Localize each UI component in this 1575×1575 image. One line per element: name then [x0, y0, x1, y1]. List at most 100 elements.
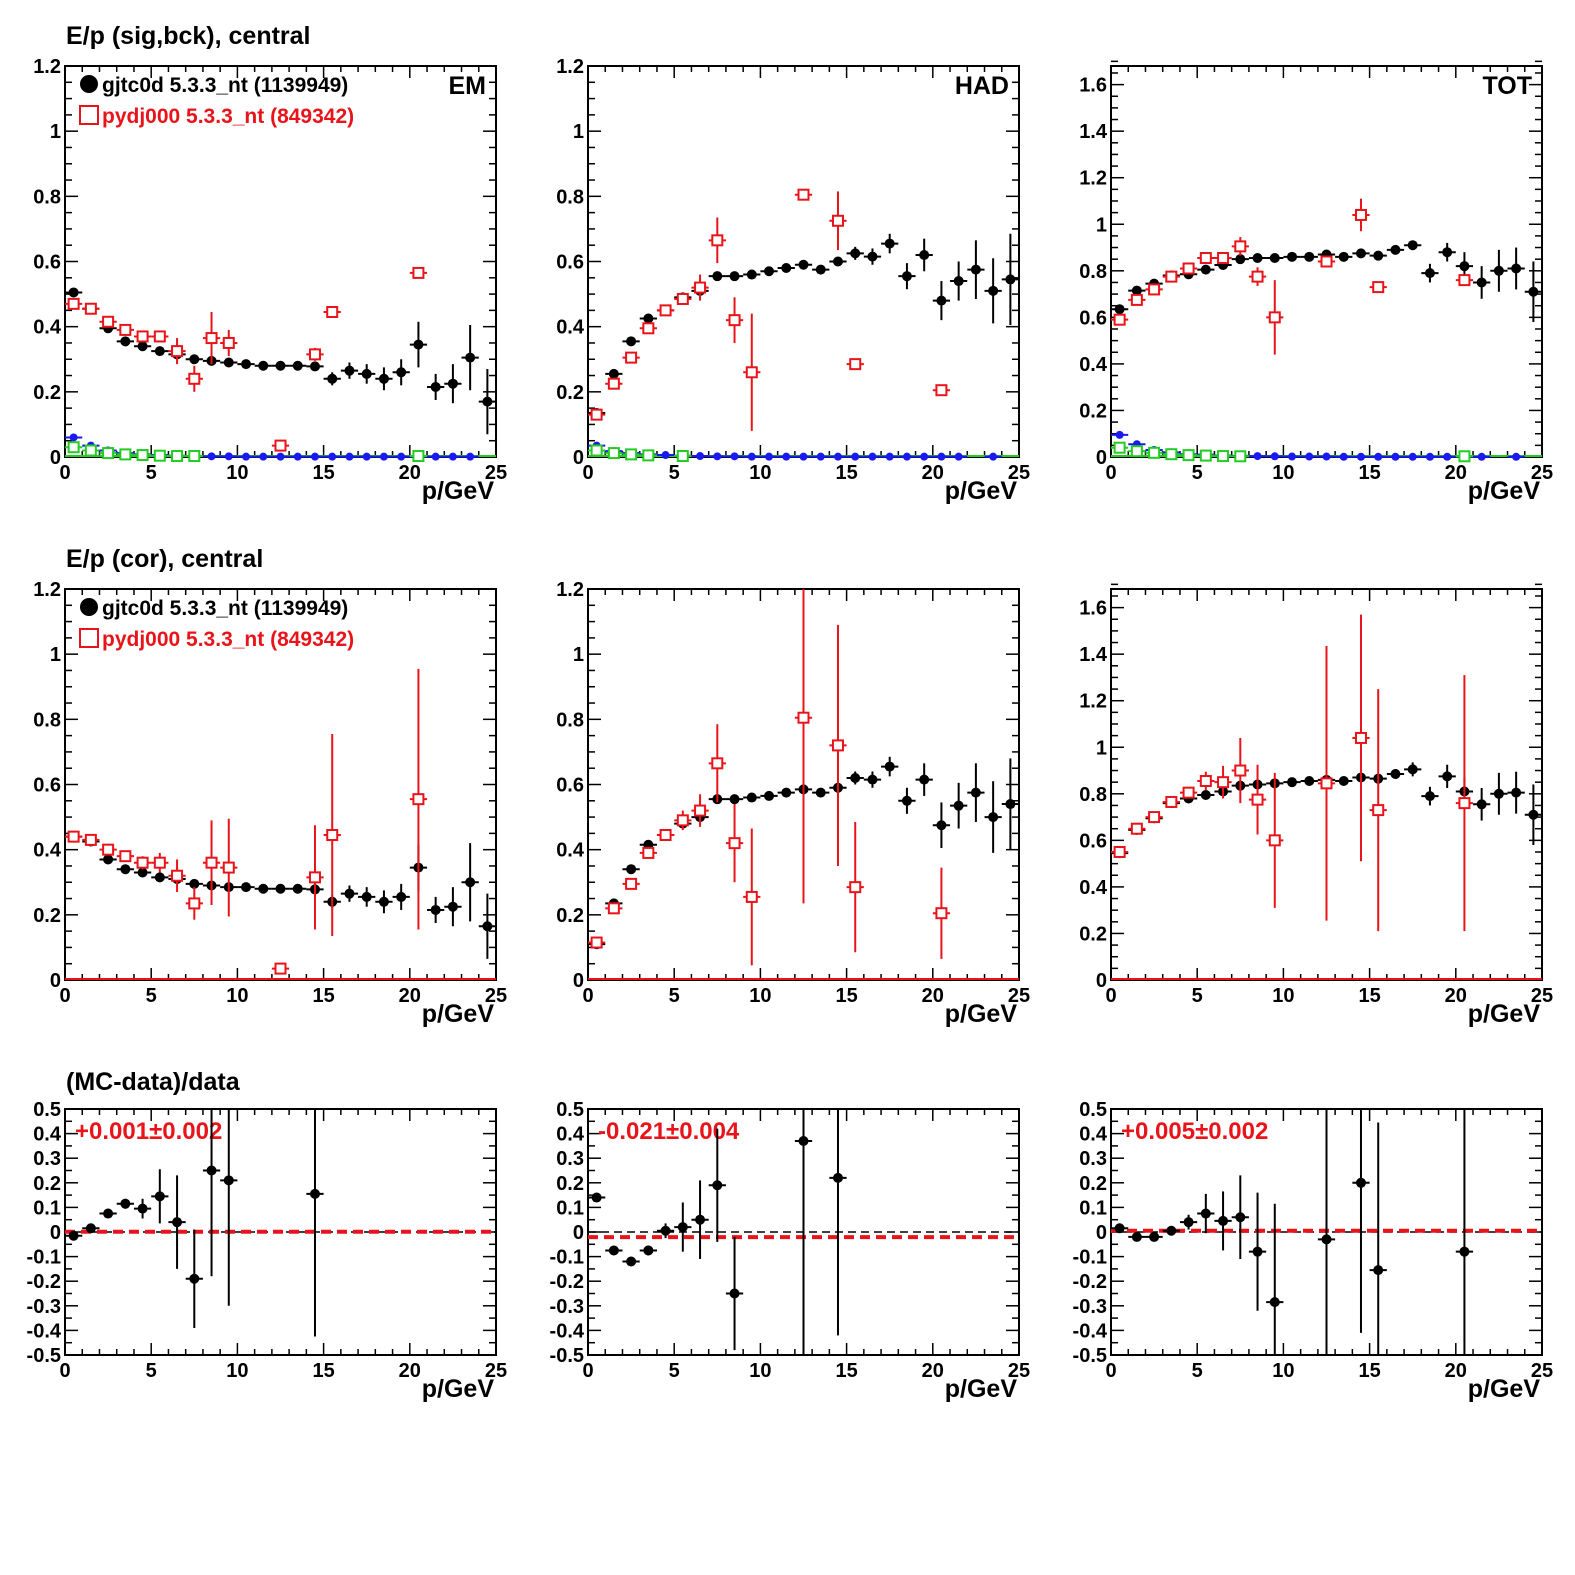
data-point [725, 1236, 744, 1351]
data-point [271, 883, 290, 894]
data-point [1197, 252, 1215, 265]
marker-open-square [676, 292, 689, 305]
y-tick-label: 1 [1096, 214, 1107, 236]
data-point [588, 1192, 606, 1203]
x-tick-label: 25 [1531, 985, 1553, 1007]
data-point [1231, 1175, 1249, 1260]
data-point [99, 1208, 117, 1219]
marker-filled-circle [309, 1188, 320, 1199]
marker-filled-circle [1528, 286, 1539, 297]
marker-open-square [274, 439, 287, 452]
data-point [271, 360, 290, 371]
data-point [65, 433, 83, 442]
x-axis-label: p/GeV [945, 1000, 1018, 1028]
data-point [932, 281, 951, 321]
data-point [289, 452, 307, 461]
marker-filled-circle [1305, 452, 1314, 461]
data-point [427, 373, 445, 400]
marker-filled-circle [919, 774, 930, 785]
y-tick-label: -0.3 [27, 1296, 61, 1318]
marker-filled-circle [189, 354, 200, 365]
marker-filled-circle [850, 772, 861, 783]
ratio-fit-label: +0.005±0.002 [1121, 1118, 1268, 1145]
y-tick-label: 0.3 [1079, 1148, 1107, 1170]
marker-open-square [935, 384, 948, 397]
marker-filled-circle [1408, 452, 1417, 461]
marker-filled-circle [1166, 1225, 1177, 1236]
marker-filled-circle [1235, 1212, 1246, 1223]
marker-open-square [676, 814, 689, 827]
data-point [1248, 764, 1267, 835]
marker-open-square [1458, 274, 1471, 287]
y-tick-label: 1 [573, 121, 584, 143]
marker-open-square [1234, 450, 1247, 463]
marker-filled-circle [1005, 274, 1016, 285]
marker-open-square [711, 757, 724, 770]
x-tick-label: 20 [1445, 985, 1467, 1007]
x-tick-label: 15 [835, 985, 857, 1007]
y-tick-label: 1 [573, 644, 584, 666]
data-point [409, 266, 428, 279]
marker-filled-circle [413, 339, 424, 350]
y-tick-label: 0 [1096, 970, 1107, 992]
marker-open-square [102, 843, 115, 856]
marker-filled-circle [361, 368, 372, 379]
marker-open-square [1165, 795, 1178, 808]
marker-filled-circle [1287, 251, 1298, 262]
data-point [133, 867, 152, 878]
x-tick-label: 10 [1272, 462, 1294, 484]
data-point [984, 258, 1002, 324]
x-tick-label: 10 [749, 1360, 771, 1382]
marker-open-square [308, 871, 321, 884]
marker-filled-circle [69, 433, 78, 442]
data-point [639, 322, 657, 335]
marker-filled-circle [747, 452, 756, 461]
y-tick-label: 0.3 [556, 1148, 584, 1170]
x-tick-label: 5 [1192, 462, 1203, 484]
x-tick-label: 10 [226, 985, 248, 1007]
data-point [812, 264, 830, 275]
marker-filled-circle [447, 901, 458, 912]
data-point [622, 336, 640, 347]
data-point [1369, 281, 1387, 294]
marker-filled-circle [953, 800, 964, 811]
marker-filled-circle [937, 452, 946, 461]
y-tick-label: 0.1 [1079, 1197, 1107, 1219]
series-mc [588, 589, 951, 966]
x-tick-label: 15 [1358, 462, 1380, 484]
data-point [340, 885, 359, 902]
marker-open-square [412, 450, 425, 463]
marker-filled-circle [970, 264, 981, 275]
y-tick-label: 1.2 [556, 56, 584, 78]
x-tick-label: 15 [835, 1360, 857, 1382]
data-point [185, 450, 203, 463]
y-tick-label: 0 [573, 447, 584, 469]
marker-open-square [590, 444, 603, 457]
data-point [725, 297, 744, 343]
data-point [1317, 646, 1336, 921]
data-point [605, 902, 623, 915]
marker-filled-circle [920, 452, 929, 461]
data-point [444, 364, 462, 404]
data-point [1266, 280, 1284, 355]
marker-filled-circle [661, 451, 670, 460]
data-point [656, 1223, 675, 1239]
data-point [725, 804, 744, 883]
marker-filled-circle [1373, 1265, 1384, 1276]
y-tick-label: 0 [1096, 1222, 1107, 1244]
data-point [674, 450, 692, 463]
data-point [708, 1128, 726, 1242]
x-tick-label: 0 [1105, 985, 1116, 1007]
data-point [605, 447, 623, 460]
data-point [1438, 242, 1456, 262]
data-point [743, 792, 761, 803]
marker-filled-circle [1269, 1297, 1280, 1308]
marker-open-square [1199, 775, 1212, 788]
data-point [116, 336, 134, 347]
x-tick-label: 5 [1192, 985, 1203, 1007]
data-point [794, 259, 813, 270]
marker-filled-circle [988, 285, 999, 296]
marker-filled-circle [713, 452, 722, 461]
data-point [605, 377, 623, 390]
data-point [220, 818, 238, 917]
